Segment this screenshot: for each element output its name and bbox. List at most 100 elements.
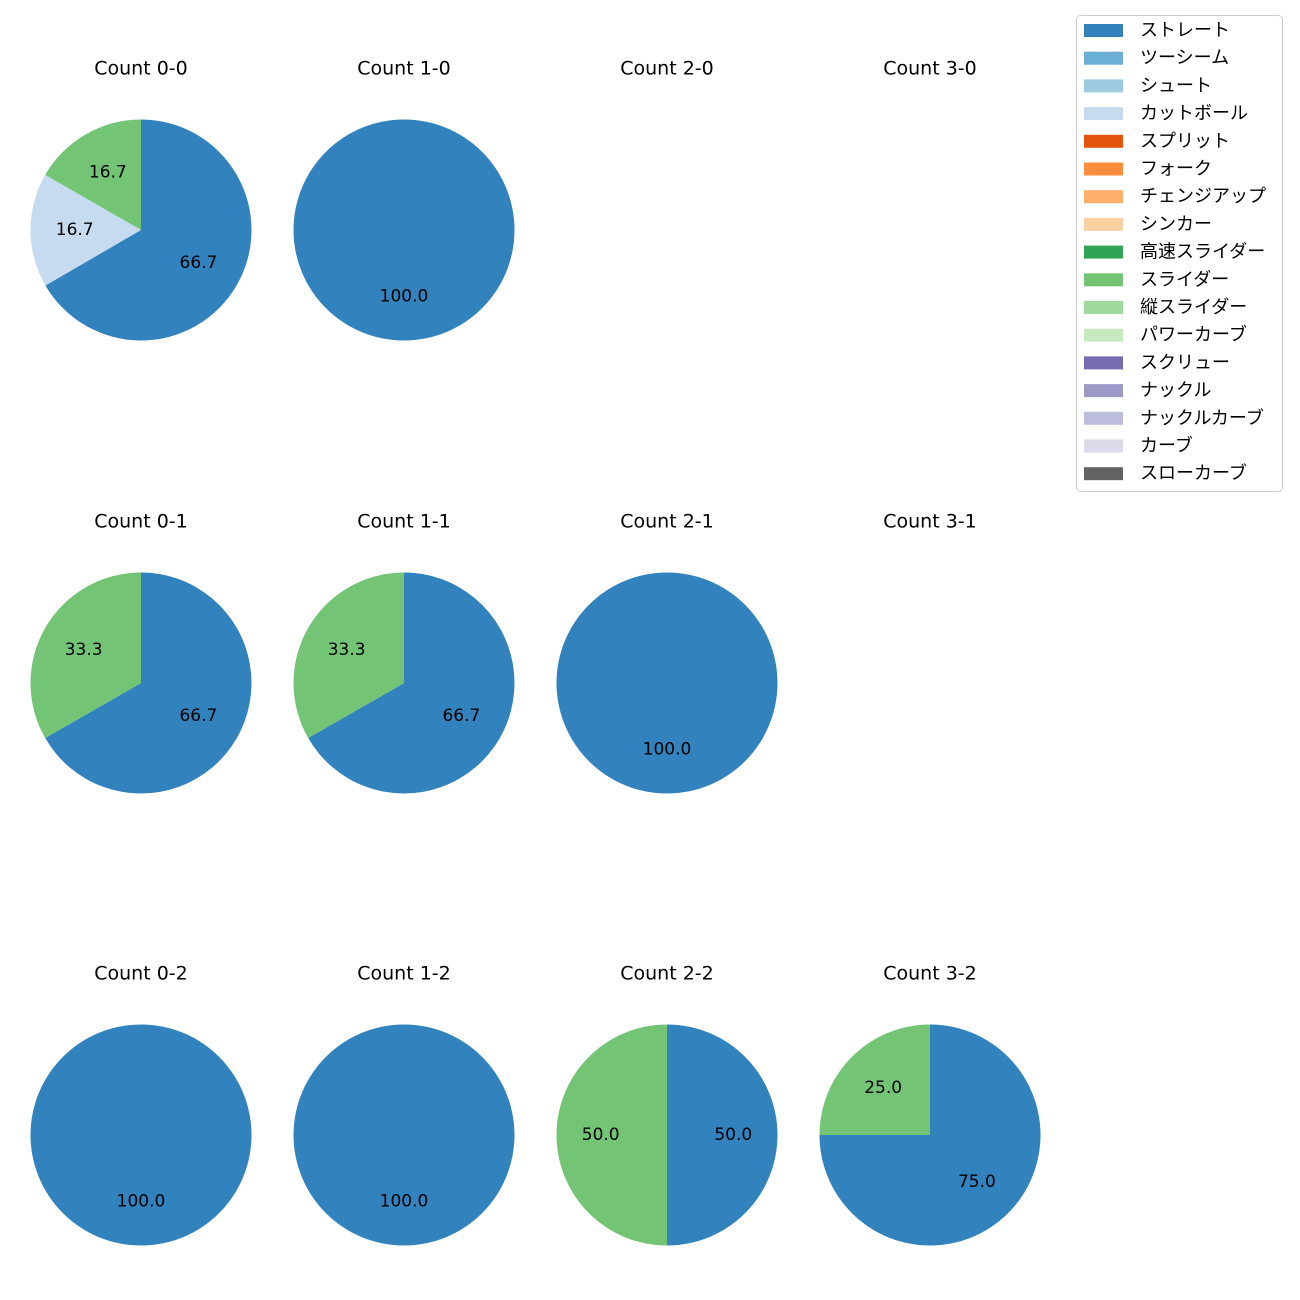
- legend-item: シンカー: [1084, 214, 1212, 235]
- legend-swatch: [1084, 79, 1123, 93]
- legend-swatch: [1084, 356, 1123, 370]
- pie-panel: Count 3-0: [883, 58, 977, 80]
- legend-item: シュート: [1084, 75, 1212, 96]
- legend-label: カットボール: [1140, 103, 1248, 124]
- legend-label: ツーシーム: [1140, 48, 1229, 69]
- legend-item: ナックル: [1084, 380, 1211, 401]
- legend-swatch: [1084, 301, 1123, 314]
- pie-panel: Count 0-1 66.7 33.3: [30, 511, 252, 794]
- pie-slice: [45, 119, 252, 341]
- legend-swatch: [1084, 190, 1123, 204]
- pie-panel: Count 2-0: [620, 58, 714, 80]
- panel-title: Count 0-2: [94, 963, 188, 985]
- legend-item: ストレート: [1084, 20, 1230, 41]
- panel-title: Count 3-1: [883, 511, 977, 533]
- legend-label: パワーカーブ: [1140, 324, 1247, 346]
- panel-title: Count 0-1: [94, 511, 188, 533]
- legend-label: スクリュー: [1140, 352, 1230, 373]
- pie-slice: [45, 572, 252, 794]
- legend-label: 縦スライダー: [1140, 297, 1247, 318]
- legend-item: カットボール: [1084, 103, 1248, 124]
- panel-title: Count 0-0: [94, 58, 188, 80]
- panel-title: Count 2-0: [620, 58, 714, 80]
- slice-value-label: 50.0: [714, 1125, 752, 1145]
- legend-label: ナックル: [1140, 380, 1211, 401]
- legend-label: スローカーブ: [1140, 462, 1247, 484]
- legend-label: ナックルカーブ: [1140, 407, 1264, 429]
- pie-slice: [819, 1024, 930, 1135]
- pie-panel: Count 3-1: [883, 511, 977, 533]
- legend-item: カーブ: [1084, 435, 1193, 457]
- pie-slice: [819, 1024, 1041, 1246]
- slice-value-label: 100.0: [117, 1191, 166, 1211]
- legend-swatch: [1084, 134, 1123, 148]
- pie-slice: [293, 119, 515, 341]
- legend-swatch: [1084, 384, 1123, 398]
- legend-label: スプリット: [1140, 131, 1230, 152]
- pie-slice: [293, 1024, 515, 1246]
- legend-swatch: [1084, 24, 1123, 37]
- pie-panel: Count 1-0 100.0: [293, 58, 515, 341]
- legend-swatch: [1084, 107, 1123, 121]
- slice-value-label: 25.0: [864, 1078, 902, 1098]
- legend-label: スライダー: [1140, 269, 1229, 290]
- pie-slice: [556, 572, 778, 794]
- panel-title: Count 2-1: [620, 511, 714, 533]
- pie-panel: Count 2-1 100.0: [556, 511, 778, 794]
- pie-slice: [308, 572, 515, 794]
- slice-value-label: 100.0: [643, 739, 692, 759]
- legend-swatch: [1084, 245, 1123, 259]
- slice-value-label: 66.7: [180, 253, 218, 273]
- pie-panel: Count 1-2 100.0: [293, 963, 515, 1246]
- pie-panel: Count 3-2 75.0 25.0: [819, 963, 1041, 1246]
- panel-title: Count 1-0: [357, 58, 451, 80]
- legend-swatch: [1084, 439, 1123, 453]
- pie-slice: [30, 174, 141, 286]
- slice-value-label: 16.7: [89, 163, 127, 183]
- slice-value-label: 100.0: [380, 286, 429, 306]
- legend-label: ストレート: [1140, 20, 1230, 41]
- slice-value-label: 75.0: [958, 1172, 996, 1192]
- slice-value-label: 33.3: [65, 640, 103, 660]
- legend-label: カーブ: [1140, 435, 1193, 457]
- slice-value-label: 33.3: [328, 640, 366, 660]
- panel-title: Count 3-0: [883, 58, 977, 80]
- legend-item: チェンジアップ: [1084, 186, 1266, 207]
- slice-value-label: 16.7: [56, 220, 94, 240]
- pie-panel: Count 1-1 66.7 33.3: [293, 511, 515, 794]
- panel-title: Count 3-2: [883, 963, 977, 985]
- legend-frame: [1076, 15, 1283, 492]
- legend-swatch: [1084, 273, 1123, 287]
- legend-label: 高速スライダー: [1140, 242, 1265, 263]
- legend-item: スライダー: [1084, 269, 1229, 290]
- pie-panel: Count 0-0 66.7 16.7 16.7: [30, 58, 252, 341]
- legend-item: 縦スライダー: [1084, 297, 1247, 318]
- legend-swatch: [1084, 51, 1123, 65]
- legend: ストレートツーシームシュートカットボールスプリットフォークチェンジアップシンカー…: [1076, 15, 1283, 492]
- pie-slice: [293, 572, 404, 739]
- legend-swatch: [1084, 217, 1123, 231]
- legend-swatch: [1084, 162, 1123, 176]
- pie-panel: Count 2-2 50.0 50.0: [556, 963, 778, 1246]
- legend-item: 高速スライダー: [1084, 242, 1265, 263]
- pie-slice: [30, 572, 141, 739]
- slice-value-label: 66.7: [179, 706, 217, 726]
- legend-swatch: [1084, 467, 1123, 481]
- legend-item: スクリュー: [1084, 352, 1230, 373]
- legend-item: フォーク: [1084, 159, 1212, 180]
- legend-label: チェンジアップ: [1140, 186, 1266, 207]
- legend-item: ナックルカーブ: [1084, 407, 1264, 429]
- legend-item: パワーカーブ: [1084, 324, 1247, 346]
- pie-slice: [556, 1024, 667, 1246]
- legend-swatch: [1084, 411, 1123, 425]
- pie-slice: [30, 1024, 252, 1246]
- legend-label: フォーク: [1140, 159, 1212, 180]
- pie-slice: [667, 1024, 778, 1246]
- pie-panel: Count 0-2 100.0: [30, 963, 252, 1246]
- panel-title: Count 1-1: [357, 511, 451, 533]
- legend-label: シュート: [1140, 75, 1212, 96]
- legend-item: スプリット: [1084, 131, 1230, 152]
- slice-value-label: 100.0: [380, 1191, 429, 1211]
- pie-slice: [45, 119, 141, 230]
- slice-value-label: 50.0: [582, 1125, 620, 1145]
